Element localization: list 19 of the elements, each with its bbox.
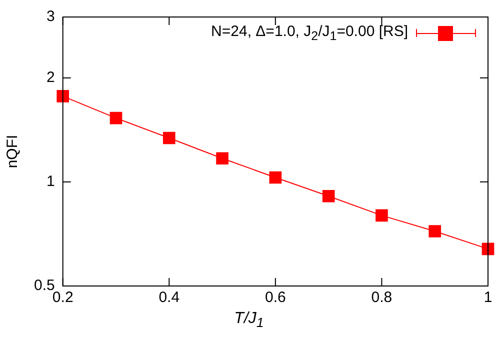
- point: [162, 132, 176, 144]
- x-tick-label: 0.8: [371, 289, 392, 306]
- x-tick-label: 0.4: [158, 289, 180, 306]
- x-axis-title: T/J$_{1}$: [233, 310, 265, 330]
- point: [376, 209, 388, 222]
- y-tick-label: 1: [46, 173, 55, 190]
- point: [216, 152, 228, 165]
- legend-label: N=24, Δ=1.0, J$_{2}$/J$_{1}$=0.00 [RS]: [211, 23, 408, 43]
- y-tick-label: 2: [46, 69, 55, 86]
- y-tick-label: 3: [46, 8, 55, 26]
- point: [322, 190, 335, 202]
- point: [428, 225, 442, 238]
- y-axis-title: nQFI: [4, 134, 22, 168]
- x-tick-label: 0.6: [264, 289, 286, 306]
- x-tick-label: 1: [484, 289, 492, 306]
- point: [110, 112, 122, 124]
- point: [269, 171, 282, 184]
- point: [56, 90, 70, 102]
- x-tick-label: 0.2: [52, 289, 74, 306]
